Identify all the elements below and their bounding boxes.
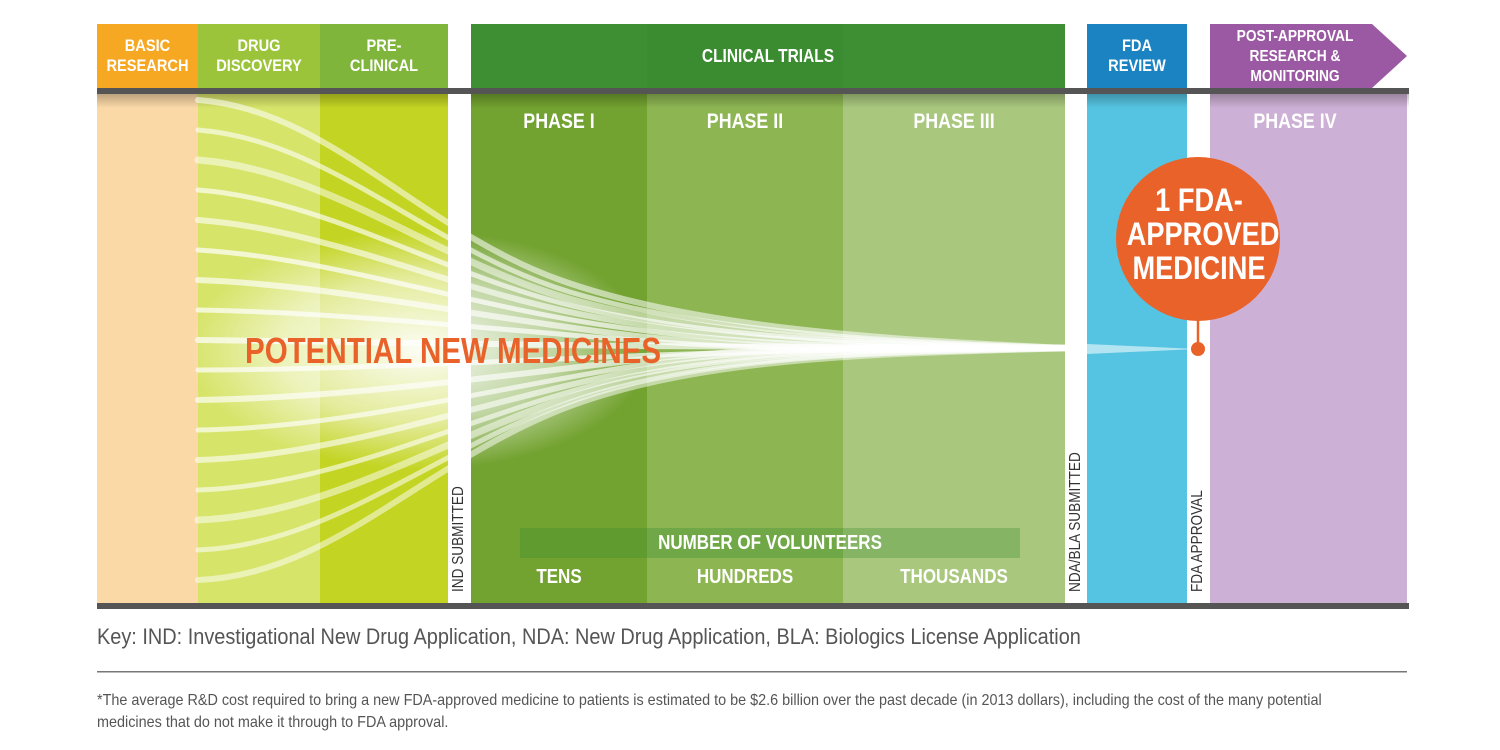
header-basic-line1: BASIC: [124, 36, 171, 55]
header-drug-discovery-label: DRUG DISCOVERY: [207, 36, 312, 76]
hero-glow: [190, 230, 650, 470]
phase2-label: PHASE II: [706, 110, 784, 133]
approval-beam: [1065, 343, 1197, 355]
footnote-text: *The average R&D cost required to bring …: [97, 692, 1322, 731]
header-discovery-line2: DISCOVERY: [216, 56, 302, 75]
header-post-line1: POST-APPROVAL: [1236, 28, 1354, 45]
header-preclinical-line2: CLINICAL: [349, 56, 419, 75]
volunteers-thousands: THOUSANDS: [900, 566, 1008, 588]
volunteers-band: [520, 528, 1020, 558]
badge-line1: 1 FDA-: [1155, 182, 1243, 218]
badge-line3: MEDICINE: [1132, 250, 1266, 286]
header-shadow: [97, 94, 1409, 108]
header-fda-review: [1087, 24, 1187, 88]
key-separator: [97, 671, 1407, 673]
milestone-fda-approval: FDA APPROVAL: [1189, 490, 1206, 592]
gap-ind: [448, 24, 471, 604]
phase3-label: PHASE III: [913, 110, 995, 133]
header-fda-line2: REVIEW: [1108, 56, 1166, 75]
header-preclinical: [320, 24, 448, 88]
phase4-label: PHASE IV: [1253, 110, 1337, 133]
badge-dot: [1191, 342, 1205, 356]
potential-new-medicines-label: POTENTIAL NEW MEDICINES: [245, 330, 662, 371]
phase1-label: PHASE I: [523, 110, 595, 133]
header-post-approval-label: POST-APPROVAL RESEARCH & MONITORING: [1222, 27, 1368, 87]
volunteers-title: NUMBER OF VOLUNTEERS: [658, 532, 882, 554]
top-divider-overlay: [97, 88, 1409, 94]
badge-line2: APPROVED: [1126, 216, 1280, 252]
gap-nda: [1065, 24, 1087, 604]
header-clinical-trials-label: CLINICAL TRIALS: [701, 46, 835, 66]
column-basic-research: [97, 94, 198, 604]
header-fda-line1: FDA: [1121, 36, 1153, 55]
header-drug-discovery: [198, 24, 320, 88]
header-basic-line2: RESEARCH: [106, 56, 189, 75]
header-discovery-line1: DRUG: [237, 36, 281, 55]
key-text: Key: IND: Investigational New Drug Appli…: [97, 624, 1081, 649]
volunteers-hundreds: HUNDREDS: [696, 566, 794, 588]
milestone-ind-submitted: IND SUBMITTED: [450, 486, 467, 592]
approval-badge-text: 1 FDA- APPROVED MEDICINE: [1126, 182, 1280, 286]
header-post-line2: RESEARCH &: [1249, 48, 1341, 65]
bottom-divider: [97, 603, 1409, 609]
header-basic-research: [97, 24, 198, 88]
header-basic-research-label: BASIC RESEARCH: [104, 36, 191, 76]
approval-badge: [1116, 157, 1280, 321]
milestone-nda-submitted: NDA/BLA SUBMITTED: [1067, 452, 1084, 592]
volunteers-tens: TENS: [536, 566, 582, 588]
header-post-line3: MONITORING: [1250, 68, 1340, 85]
header-post-approval: [1210, 24, 1407, 88]
header-preclinical-line1: PRE-: [366, 36, 402, 55]
header-fda-review-label: FDA REVIEW: [1094, 36, 1180, 76]
header-preclinical-label: PRE- CLINICAL: [329, 36, 439, 76]
header-clinical-mid: [647, 24, 843, 88]
